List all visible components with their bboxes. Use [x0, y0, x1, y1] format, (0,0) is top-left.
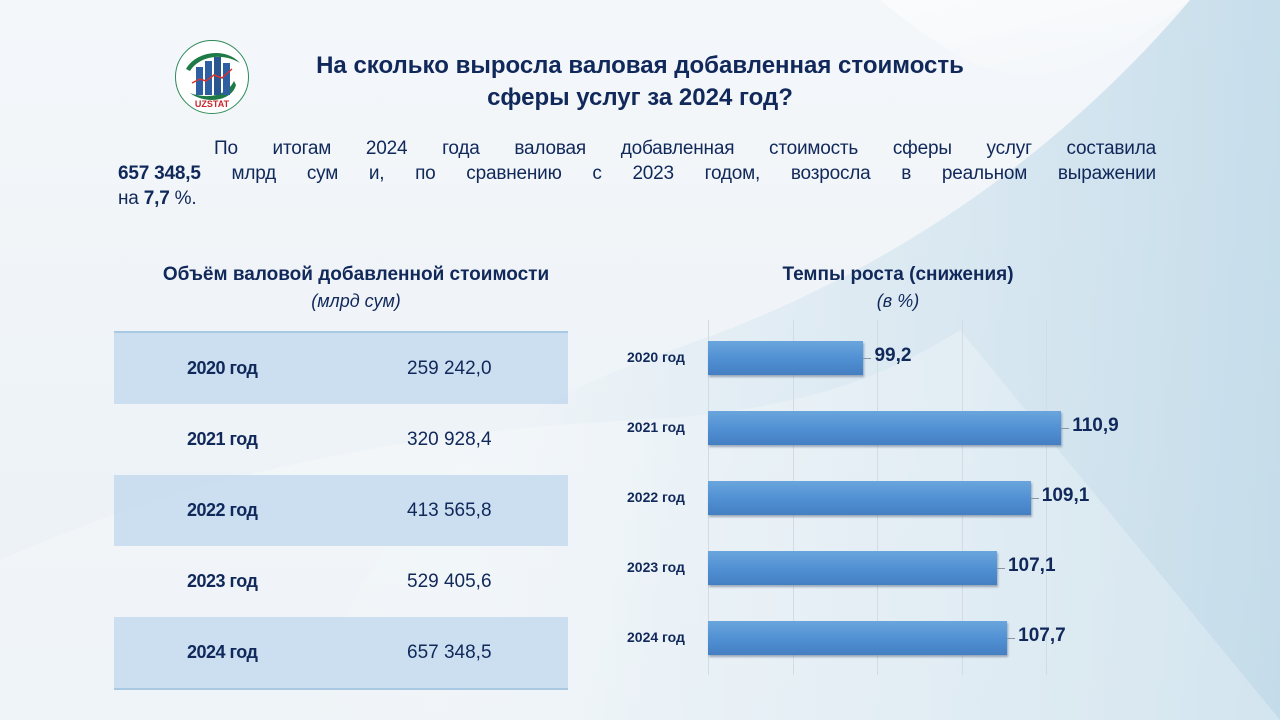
bar-value-label: 99,2	[874, 345, 912, 366]
bar-category-label: 2020 год	[627, 349, 685, 365]
table-row: 2024 год 657 348,5	[114, 617, 568, 688]
row-year: 2022 год	[187, 500, 258, 520]
row-value: 320 928,4	[407, 428, 492, 450]
row-year: 2021 год	[187, 429, 258, 449]
bar-value-label: 107,7	[1018, 625, 1066, 646]
label-leader-line	[996, 568, 1005, 569]
chart-section-title: Темпы роста (снижения) (в %)	[690, 262, 1106, 314]
row-year: 2023 год	[187, 571, 258, 591]
row-value: 657 348,5	[407, 641, 492, 663]
bar	[708, 551, 997, 585]
row-value: 529 405,6	[407, 570, 492, 592]
row-year: 2024 год	[187, 642, 258, 662]
title-line-1: На сколько выросла валовая добавленная с…	[316, 52, 964, 79]
label-leader-line	[1030, 498, 1039, 499]
row-value: 259 242,0	[407, 357, 492, 379]
bar-category-label: 2021 год	[627, 419, 685, 435]
bar	[708, 341, 864, 375]
label-leader-line	[1007, 638, 1016, 639]
intro-line-2: 657 348,5 млрд сум и, по сравнению с 202…	[118, 163, 1156, 184]
row-year: 2020 год	[187, 358, 258, 378]
bar	[708, 481, 1031, 515]
chart-section-subtitle: (в %)	[876, 291, 920, 311]
table-row: 2023 год 529 405,6	[114, 546, 568, 617]
table-row: 2021 год 320 928,4	[114, 404, 568, 475]
svg-text:UZSTAT: UZSTAT	[195, 99, 230, 109]
bar-value-label: 107,1	[1007, 555, 1056, 576]
intro-line-3: на 7,7 %.	[118, 188, 197, 209]
row-value: 413 565,8	[407, 499, 492, 521]
table-row: 2020 год 259 242,0	[114, 333, 568, 404]
growth-rate-highlight: 7,7	[143, 188, 170, 209]
bar	[708, 411, 1062, 445]
bar-category-label: 2023 год	[627, 559, 685, 575]
bar-category-label: 2022 год	[627, 489, 685, 505]
label-leader-line	[1061, 428, 1070, 429]
bar	[708, 621, 1008, 655]
uzstat-logo: UZSTAT	[175, 40, 249, 114]
growth-rate-bar-chart: 2020 год 99,2 2021 год 110,9 2022 год 10…	[600, 320, 1120, 675]
logo-emblem-icon: UZSTAT	[186, 52, 240, 109]
total-value-highlight: 657 348,5	[118, 163, 201, 184]
page-title: На сколько выросла валовая добавленная с…	[200, 50, 1080, 114]
title-line-2: сферы услуг за 2024 год?	[487, 84, 793, 111]
table-row: 2022 год 413 565,8	[114, 475, 568, 546]
intro-line-1: По итогам 2024 года валовая добавленная …	[214, 138, 1156, 159]
intro-paragraph: По итогам 2024 года валовая добавленная …	[118, 136, 1156, 211]
label-leader-line	[863, 358, 872, 359]
bar-category-label: 2024 год	[627, 629, 685, 645]
gridline	[1046, 320, 1047, 675]
bar-value-label: 110,9	[1072, 415, 1119, 436]
gva-volume-table: 2020 год 259 242,0 2021 год 320 928,4 20…	[114, 331, 568, 690]
bar-value-label: 109,1	[1041, 485, 1090, 506]
table-section-subtitle: (млрд сум)	[311, 291, 401, 311]
table-section-title: Объём валовой добавленной стоимости (млр…	[114, 262, 598, 314]
